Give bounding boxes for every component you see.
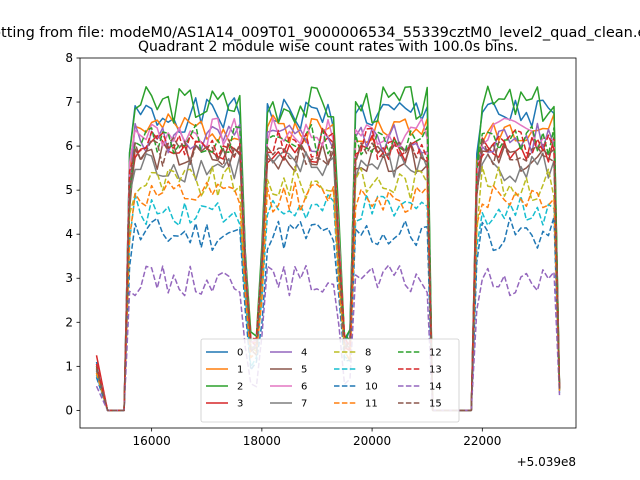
y-tick-label-4: 4 — [65, 227, 73, 241]
legend-box — [200, 338, 460, 423]
legend-label-10: 10 — [365, 382, 378, 393]
x-tick-label-20000: 20000 — [353, 434, 391, 448]
legend-label-15: 15 — [429, 399, 442, 410]
legend-label-8: 8 — [365, 348, 371, 359]
legend-label-0: 0 — [237, 348, 243, 359]
series-line-12 — [95, 124, 561, 412]
y-tick-label-7: 7 — [65, 95, 73, 109]
series-line-15 — [95, 137, 561, 412]
legend-label-6: 6 — [301, 382, 307, 393]
y-tick-label-3: 3 — [65, 271, 73, 285]
series-line-5 — [95, 141, 561, 412]
series-layer — [95, 85, 561, 412]
legend-label-9: 9 — [365, 365, 371, 376]
series-line-14 — [95, 264, 561, 412]
legend-label-3: 3 — [237, 399, 243, 410]
y-tick-label-0: 0 — [65, 403, 73, 417]
legend-label-11: 11 — [365, 399, 378, 410]
legend-label-12: 12 — [429, 348, 442, 359]
x-offset-label: +5.039e8 — [517, 455, 576, 469]
x-tick-label-22000: 22000 — [463, 434, 501, 448]
series-line-11 — [95, 180, 561, 412]
legend-label-5: 5 — [301, 365, 307, 376]
y-tick-label-2: 2 — [65, 315, 73, 329]
series-line-2 — [95, 85, 561, 412]
legend-label-4: 4 — [301, 348, 307, 359]
y-tick-label-8: 8 — [65, 51, 73, 65]
y-tick-label-5: 5 — [65, 183, 73, 197]
figure-suptitle: Plotting from file: modeM0/AS1A14_009T01… — [0, 25, 640, 41]
x-tick-label-16000: 16000 — [133, 434, 171, 448]
y-tick-label-1: 1 — [65, 359, 73, 373]
chart-title: Quadrant 2 module wise count rates with … — [138, 39, 518, 55]
legend-label-7: 7 — [301, 399, 307, 410]
legend-label-14: 14 — [429, 382, 442, 393]
series-line-8 — [95, 165, 561, 412]
legend-label-2: 2 — [237, 382, 243, 393]
series-line-13 — [95, 127, 561, 412]
series-line-9 — [95, 193, 561, 412]
y-tick-label-6: 6 — [65, 139, 73, 153]
x-tick-label-18000: 18000 — [243, 434, 281, 448]
axes-frame — [79, 57, 577, 429]
legend-label-1: 1 — [237, 365, 243, 376]
series-line-10 — [95, 216, 561, 412]
legend-label-13: 13 — [429, 365, 442, 376]
